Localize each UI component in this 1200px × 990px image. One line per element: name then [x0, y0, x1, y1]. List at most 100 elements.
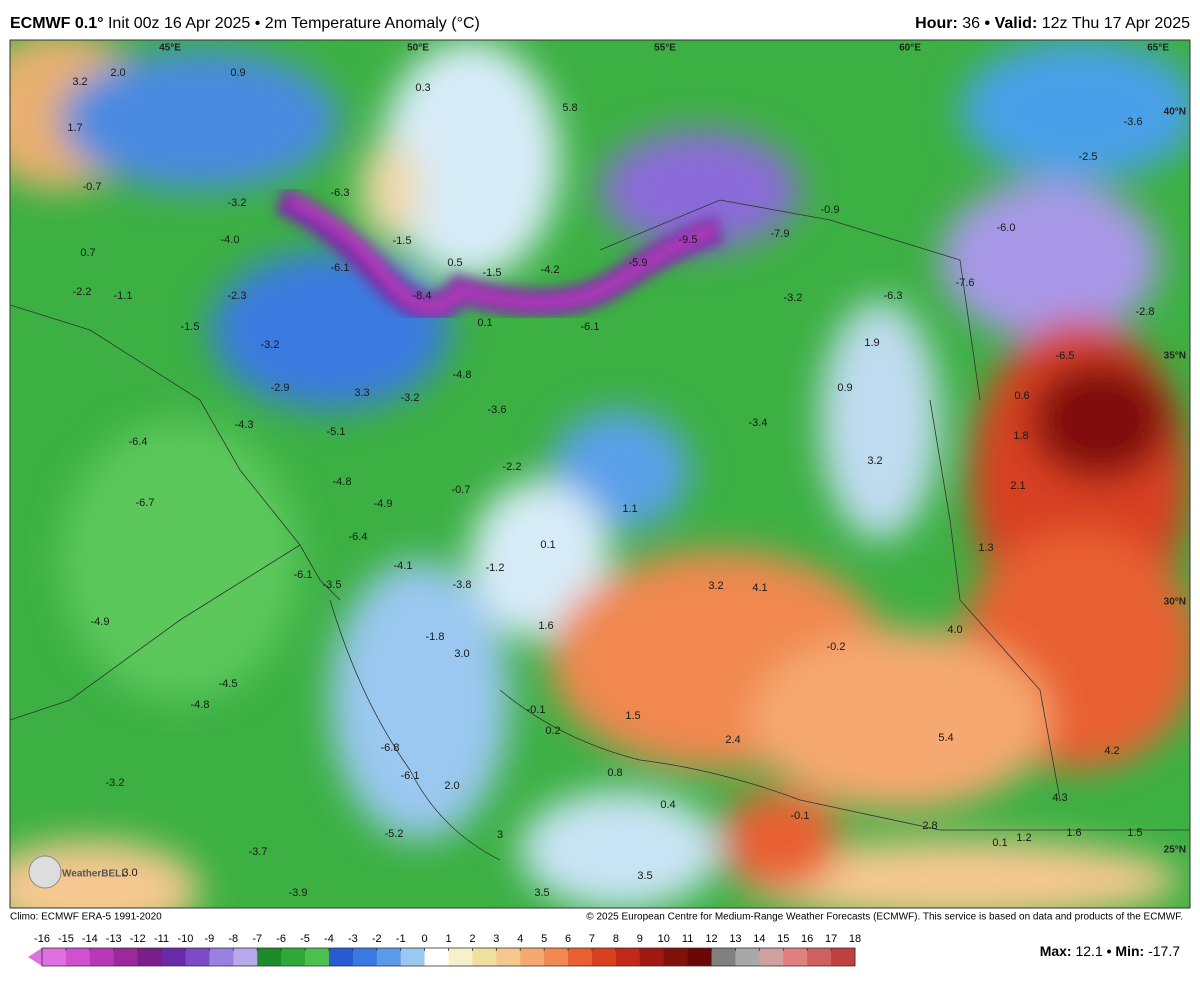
- colorbar-bin: [400, 948, 426, 966]
- anomaly-label: -7.6: [956, 277, 975, 289]
- watermark-logo: [28, 855, 62, 889]
- grid-label: 35°N: [1164, 351, 1186, 362]
- colorbar-tick-label: 6: [565, 933, 571, 945]
- anomaly-label: -4.9: [374, 498, 393, 510]
- model: ECMWF 0.1°: [10, 15, 104, 32]
- anomaly-label: -6.4: [129, 436, 148, 448]
- anomaly-label: -3.6: [1124, 116, 1143, 128]
- anomaly-label: -6.5: [1056, 350, 1075, 362]
- map: 3.2 2.0 0.9 0.3 5.8 -3.6 1.7 -2.5 -0.7 -6.3 -3.2 -0…: [10, 40, 1190, 908]
- colorbar-tick-label: -9: [204, 933, 214, 945]
- anomaly-label: 3.2: [867, 455, 882, 467]
- anomaly-label: -0.7: [83, 181, 102, 193]
- anomaly-label: -2.2: [503, 461, 522, 473]
- colorbar-bin: [807, 948, 832, 966]
- colorbar-bin: [424, 948, 449, 966]
- colorbar-bin: [328, 948, 354, 966]
- grid-label: 50°E: [407, 43, 429, 54]
- colorbar-tick-label: 15: [777, 933, 789, 945]
- colorbar-bin: [639, 948, 665, 966]
- grid-label: 60°E: [899, 43, 921, 54]
- cold-band: [274, 187, 724, 321]
- anomaly-label: -3.2: [784, 292, 803, 304]
- anomaly-label: 2.8: [922, 820, 937, 832]
- colorbar-tick-label: -3: [348, 933, 358, 945]
- anomaly-label: 4.2: [1104, 745, 1119, 757]
- colorbar-bin: [520, 948, 545, 966]
- anomaly-label: 1.8: [1013, 430, 1028, 442]
- anomaly-label: -4.1: [394, 560, 413, 572]
- anomaly-label: -6.7: [136, 497, 155, 509]
- anomaly-label: -6.3: [884, 290, 903, 302]
- grid-labels: 45°E 50°E 55°E 60°E 65°E 40°N 35°N 30°N 25°N: [159, 43, 1186, 856]
- anomaly-label: -3.5: [323, 579, 342, 591]
- anomaly-label: 3.5: [637, 870, 652, 882]
- valid-label: Valid:: [995, 15, 1038, 32]
- anomaly-label: 1.1: [622, 503, 637, 515]
- anomaly-label: -6.1: [331, 262, 350, 274]
- colorbar-bin: [568, 948, 593, 966]
- anomaly-label: 1.9: [864, 337, 879, 349]
- colorbar-bin: [783, 948, 808, 966]
- anomaly-label: -4.2: [541, 264, 560, 276]
- colorbar-bin: [161, 948, 186, 966]
- max: 12.1: [1075, 943, 1102, 959]
- anomaly-label: 0.3: [415, 82, 430, 94]
- anomaly-label: -0.7: [452, 484, 471, 496]
- header-right: Hour: 36 • Valid: 12z Thu 17 Apr 2025: [915, 15, 1190, 32]
- colorbar-bin: [687, 948, 713, 966]
- min: -17.7: [1148, 943, 1180, 959]
- anomaly-label: -4.8: [191, 699, 210, 711]
- anomaly-label: 1.2: [1016, 832, 1031, 844]
- colorbar-tick-label: 3: [493, 933, 499, 945]
- colorbar-bin: [113, 948, 139, 966]
- anomaly-label: -6.1: [401, 770, 420, 782]
- colorbar-bin: [352, 948, 378, 966]
- colorbar-tick-label: -2: [372, 933, 382, 945]
- anomaly-label: 1.6: [1066, 827, 1081, 839]
- colorbar-tick-label: -6: [276, 933, 286, 945]
- colorbar-bin: [305, 948, 330, 966]
- anomaly-label: -3.7: [249, 846, 268, 858]
- grid-label: 55°E: [654, 43, 676, 54]
- anomaly-label: 1.3: [978, 542, 993, 554]
- colorbar-tick-label: 16: [801, 933, 813, 945]
- anomaly-label: 3.2: [708, 580, 723, 592]
- colorbar-tick-label: -14: [82, 933, 98, 945]
- colorbar-tick-label: 1: [445, 933, 451, 945]
- anomaly-label: -3.6: [488, 404, 507, 416]
- anomaly-label: 0.1: [992, 837, 1007, 849]
- anomaly-label: -3.8: [453, 579, 472, 591]
- grid-label: 40°N: [1164, 107, 1186, 118]
- colorbar-bin: [65, 948, 91, 966]
- colorbar-bin: [615, 948, 641, 966]
- anomaly-label: -6.8: [381, 742, 400, 754]
- colorbar-bin: [472, 948, 497, 966]
- anomaly-label: -3.2: [228, 197, 247, 209]
- grid-label: 30°N: [1164, 597, 1186, 608]
- colorbar-bin: [89, 948, 115, 966]
- separator: •: [985, 15, 991, 32]
- colorbar-bin: [137, 948, 163, 966]
- anomaly-label: -6.0: [997, 222, 1016, 234]
- colorbar-bin: [831, 948, 856, 966]
- anomaly-label: -2.3: [228, 290, 247, 302]
- anomaly-label: -5.1: [327, 426, 346, 438]
- colorbar-tick-label: 5: [541, 933, 547, 945]
- anomaly-label: -1.2: [486, 562, 505, 574]
- anomaly-label: 2.0: [110, 67, 125, 79]
- anomaly-label: -0.2: [827, 641, 846, 653]
- anomaly-label: 0.9: [230, 67, 245, 79]
- anomaly-label: -3.2: [106, 777, 125, 789]
- colorbar-tick-label: 13: [729, 933, 741, 945]
- anomaly-label: -9.5: [679, 234, 698, 246]
- hour-label: Hour:: [915, 15, 958, 32]
- colorbar-bin: [663, 948, 689, 966]
- anomaly-label: 0.9: [837, 382, 852, 394]
- colorbar-tick-label: -16: [34, 933, 50, 945]
- anomaly-label: -4.3: [235, 419, 254, 431]
- anomaly-label: -4.0: [221, 234, 240, 246]
- grid-label: 65°E: [1147, 43, 1169, 54]
- anomaly-label: 0.6: [1014, 390, 1029, 402]
- colorbar-tick-label: 17: [825, 933, 837, 945]
